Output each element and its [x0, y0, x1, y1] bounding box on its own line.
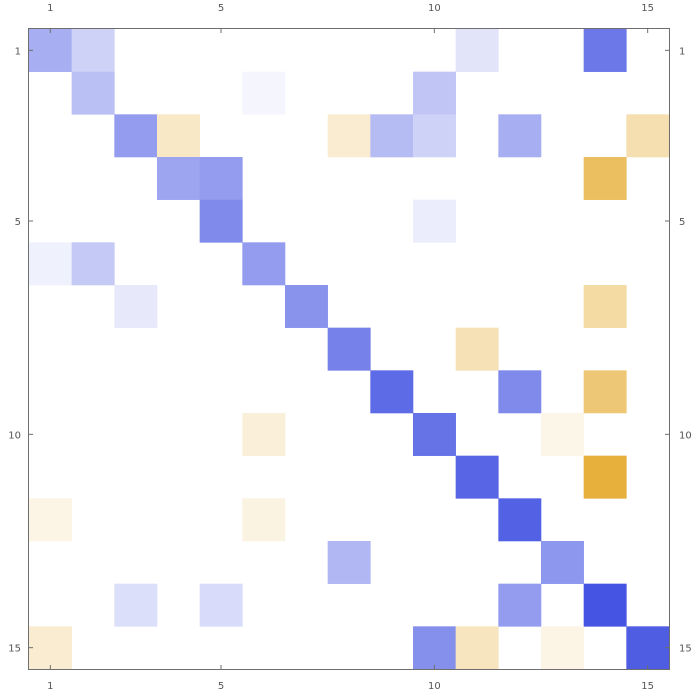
y-tick-label-right-10: 10	[679, 430, 692, 441]
matrix-cell-r12-c1	[29, 498, 72, 542]
matrix-cell-r8-c8	[327, 327, 371, 371]
matrix-cell-r15-c15	[626, 626, 670, 670]
matrix-cell-r9-c14	[583, 370, 627, 414]
matrix-cells	[29, 29, 670, 670]
matrix-cell-r3-c9	[370, 114, 414, 158]
y-tick-label-left-10: 10	[8, 430, 21, 441]
matrix-cell-r12-c12	[498, 498, 542, 542]
matrix-cell-r12-c6	[242, 498, 286, 542]
matrix-cell-r10-c10	[413, 413, 456, 456]
matrix-cell-r11-c14	[583, 455, 627, 499]
matrix-cell-r10-c13	[541, 413, 584, 456]
matrix-cell-r2-c10	[413, 71, 456, 115]
matrix-cell-r15-c13	[541, 626, 584, 670]
matrix-cell-r6-c2	[71, 242, 115, 286]
matrix-cell-r3-c3	[114, 114, 158, 158]
y-tick-label-left-15: 15	[8, 644, 21, 655]
matrix-cell-r1-c14	[583, 29, 627, 72]
matrix-cell-r1-c11	[455, 29, 499, 72]
y-tick-label-left-1: 1	[15, 46, 21, 57]
matrix-cell-r3-c8	[327, 114, 371, 158]
x-tick-label-top-1: 1	[47, 3, 53, 14]
matrix-cell-r2-c6	[242, 71, 286, 115]
matrix-cell-r6-c6	[242, 242, 286, 286]
matrix-cell-r15-c1	[29, 626, 72, 670]
x-tick-label-top-15: 15	[641, 3, 654, 14]
matrix-cell-r9-c9	[370, 370, 414, 414]
matrix-cell-r14-c3	[114, 583, 158, 627]
matrix-cell-r3-c12	[498, 114, 542, 158]
matrix-cell-r13-c13	[541, 541, 584, 584]
y-tick-label-right-5: 5	[679, 217, 685, 228]
matrix-cell-r3-c10	[413, 114, 456, 158]
matrix-cell-r14-c12	[498, 583, 542, 627]
matrix-cell-r2-c2	[71, 71, 115, 115]
x-tick-label-bottom-1: 1	[47, 681, 53, 692]
y-tick-label-left-5: 5	[15, 217, 21, 228]
x-tick-label-bottom-15: 15	[641, 681, 654, 692]
matrix-cell-r14-c14	[583, 583, 627, 627]
matrix-cell-r1-c2	[71, 29, 115, 72]
matrix-cell-r7-c14	[583, 285, 627, 328]
axis-ticks	[29, 29, 669, 669]
matrix-cell-r6-c1	[29, 242, 72, 286]
matrix-cell-r4-c14	[583, 157, 627, 200]
matrix-cell-r9-c12	[498, 370, 542, 414]
x-tick-label-bottom-5: 5	[218, 681, 224, 692]
matrix-cell-r5-c5	[199, 199, 243, 243]
matrix-cell-r11-c11	[455, 455, 499, 499]
matrix-cell-r3-c4	[157, 114, 200, 158]
matrix-cell-r13-c8	[327, 541, 371, 584]
matrix-cell-r15-c11	[455, 626, 499, 670]
y-tick-label-right-1: 1	[679, 46, 685, 57]
matrix-cell-r10-c6	[242, 413, 286, 456]
matrix-cell-r14-c5	[199, 583, 243, 627]
x-tick-label-top-10: 10	[428, 3, 441, 14]
matrix-cell-r4-c4	[157, 157, 200, 200]
matrix-cell-r1-c1	[29, 29, 72, 72]
plot-frame	[28, 28, 670, 670]
matrix-cell-r15-c10	[413, 626, 456, 670]
y-tick-label-right-15: 15	[679, 644, 692, 655]
matrix-cell-r3-c15	[626, 114, 670, 158]
matrix-cell-r8-c11	[455, 327, 499, 371]
matrix-cell-r7-c3	[114, 285, 158, 328]
x-tick-label-bottom-10: 10	[428, 681, 441, 692]
matrix-cell-r5-c10	[413, 199, 456, 243]
matrix-cell-r7-c7	[285, 285, 328, 328]
matrix-cell-r4-c5	[199, 157, 243, 200]
x-tick-label-top-5: 5	[218, 3, 224, 14]
